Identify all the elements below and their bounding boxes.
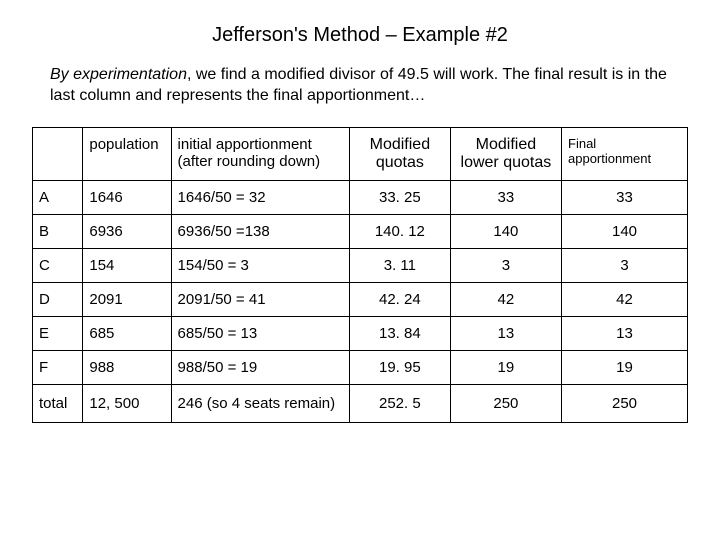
col-header-blank (33, 127, 83, 180)
cell-init: 6936/50 =138 (171, 214, 349, 248)
cell-fin: 13 (562, 316, 688, 350)
table-row: A 1646 1646/50 = 32 33. 25 33 33 (33, 180, 688, 214)
cell-label: D (33, 282, 83, 316)
cell-pop: 12, 500 (83, 384, 171, 422)
cell-pop: 685 (83, 316, 171, 350)
cell-pop: 988 (83, 350, 171, 384)
cell-init: 1646/50 = 32 (171, 180, 349, 214)
intro-paragraph: By experimentation, we find a modified d… (50, 65, 688, 107)
cell-label: E (33, 316, 83, 350)
col-header-population: population (83, 127, 171, 180)
cell-pop: 2091 (83, 282, 171, 316)
col-header-initial: initial apportionment (after rounding do… (171, 127, 349, 180)
cell-mlq: 33 (450, 180, 561, 214)
cell-init: 988/50 = 19 (171, 350, 349, 384)
table-header-row: population initial apportionment (after … (33, 127, 688, 180)
cell-label: total (33, 384, 83, 422)
cell-mlq: 3 (450, 248, 561, 282)
cell-mlq: 250 (450, 384, 561, 422)
col-header-modified-lower: Modified lower quotas (450, 127, 561, 180)
col-header-modified-quotas: Modified quotas (349, 127, 450, 180)
table-row: C 154 154/50 = 3 3. 11 3 3 (33, 248, 688, 282)
cell-pop: 1646 (83, 180, 171, 214)
col-header-final: Final apportionment (562, 127, 688, 180)
table-body: A 1646 1646/50 = 32 33. 25 33 33 B 6936 … (33, 180, 688, 422)
cell-label: C (33, 248, 83, 282)
cell-init: 246 (so 4 seats remain) (171, 384, 349, 422)
table-row: B 6936 6936/50 =138 140. 12 140 140 (33, 214, 688, 248)
table-row: D 2091 2091/50 = 41 42. 24 42 42 (33, 282, 688, 316)
cell-mlq: 140 (450, 214, 561, 248)
cell-mq: 140. 12 (349, 214, 450, 248)
cell-fin: 42 (562, 282, 688, 316)
cell-label: A (33, 180, 83, 214)
slide-page: Jefferson's Method – Example #2 By exper… (0, 0, 720, 540)
cell-mlq: 19 (450, 350, 561, 384)
cell-mq: 33. 25 (349, 180, 450, 214)
cell-label: F (33, 350, 83, 384)
table-row-total: total 12, 500 246 (so 4 seats remain) 25… (33, 384, 688, 422)
page-title: Jefferson's Method – Example #2 (32, 24, 688, 47)
cell-init: 2091/50 = 41 (171, 282, 349, 316)
cell-pop: 154 (83, 248, 171, 282)
apportionment-table: population initial apportionment (after … (32, 127, 688, 423)
cell-init: 685/50 = 13 (171, 316, 349, 350)
cell-fin: 250 (562, 384, 688, 422)
cell-mq: 3. 11 (349, 248, 450, 282)
cell-fin: 19 (562, 350, 688, 384)
cell-mq: 252. 5 (349, 384, 450, 422)
cell-mq: 19. 95 (349, 350, 450, 384)
intro-lead: By experimentation (50, 66, 187, 83)
cell-mlq: 13 (450, 316, 561, 350)
table-row: F 988 988/50 = 19 19. 95 19 19 (33, 350, 688, 384)
cell-mlq: 42 (450, 282, 561, 316)
cell-mq: 13. 84 (349, 316, 450, 350)
cell-fin: 140 (562, 214, 688, 248)
cell-mq: 42. 24 (349, 282, 450, 316)
cell-fin: 33 (562, 180, 688, 214)
cell-pop: 6936 (83, 214, 171, 248)
table-row: E 685 685/50 = 13 13. 84 13 13 (33, 316, 688, 350)
cell-label: B (33, 214, 83, 248)
cell-fin: 3 (562, 248, 688, 282)
cell-init: 154/50 = 3 (171, 248, 349, 282)
